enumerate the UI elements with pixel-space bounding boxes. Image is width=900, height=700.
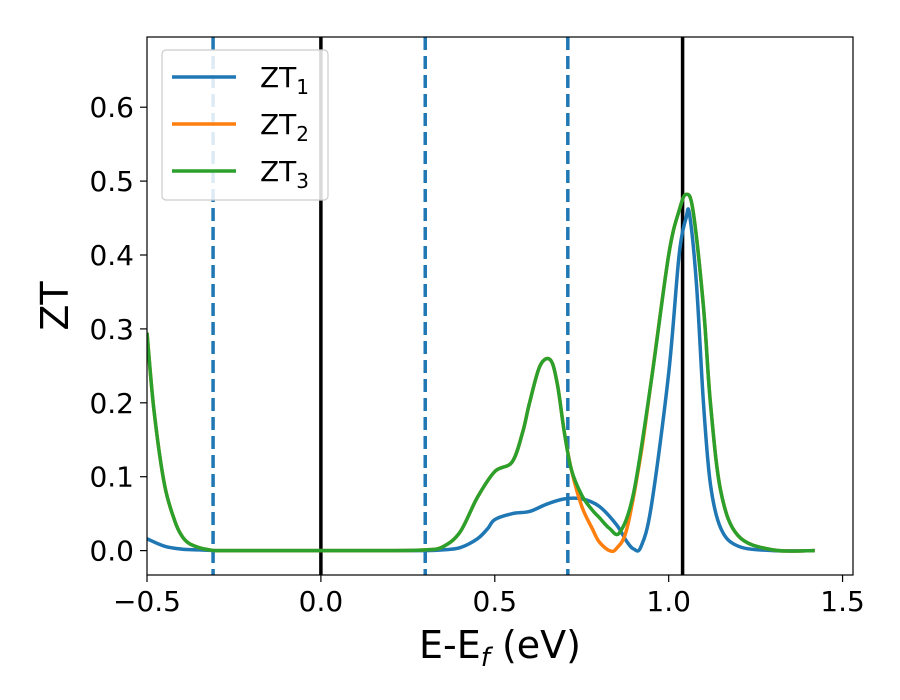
legend: ZT1 ZT2 ZT3 bbox=[161, 49, 329, 201]
x-tick-label: 1.5 bbox=[820, 585, 865, 618]
y-tick-label: 0.0 bbox=[89, 535, 134, 568]
y-tick-label: 0.3 bbox=[89, 313, 134, 346]
legend-label: ZT1 bbox=[260, 61, 309, 99]
x-tick-label: 1.0 bbox=[646, 585, 691, 618]
series-line-3 bbox=[147, 192, 815, 553]
x-axis-label: E-Ef (eV) bbox=[419, 623, 581, 673]
x-axis-ticks: −0.5 0.0 0.5 1.0 1.5 bbox=[113, 575, 865, 618]
legend-item-1: ZT1 bbox=[172, 61, 309, 99]
y-tick-label: 0.4 bbox=[89, 239, 134, 272]
series-line-2 bbox=[147, 192, 815, 554]
y-tick-label: 0.6 bbox=[89, 91, 134, 124]
legend-box bbox=[161, 49, 329, 201]
legend-item-3: ZT3 bbox=[172, 155, 309, 193]
x-tick-label: 0.0 bbox=[299, 585, 344, 618]
legend-label: ZT3 bbox=[260, 155, 309, 193]
y-axis-ticks: 0.0 0.1 0.2 0.3 0.4 0.5 0.6 bbox=[89, 91, 147, 568]
legend-item-2: ZT2 bbox=[172, 108, 309, 146]
series-lines bbox=[147, 192, 815, 554]
y-tick-label: 0.1 bbox=[89, 461, 134, 494]
x-tick-label: 0.5 bbox=[473, 585, 518, 618]
plot-frame bbox=[146, 36, 854, 576]
y-tick-label: 0.2 bbox=[89, 387, 134, 420]
series-line-1 bbox=[147, 207, 815, 553]
y-axis-label: ZT bbox=[33, 281, 77, 331]
y-tick-label: 0.5 bbox=[89, 165, 134, 198]
legend-label: ZT2 bbox=[260, 108, 309, 146]
x-tick-label: −0.5 bbox=[113, 585, 181, 618]
